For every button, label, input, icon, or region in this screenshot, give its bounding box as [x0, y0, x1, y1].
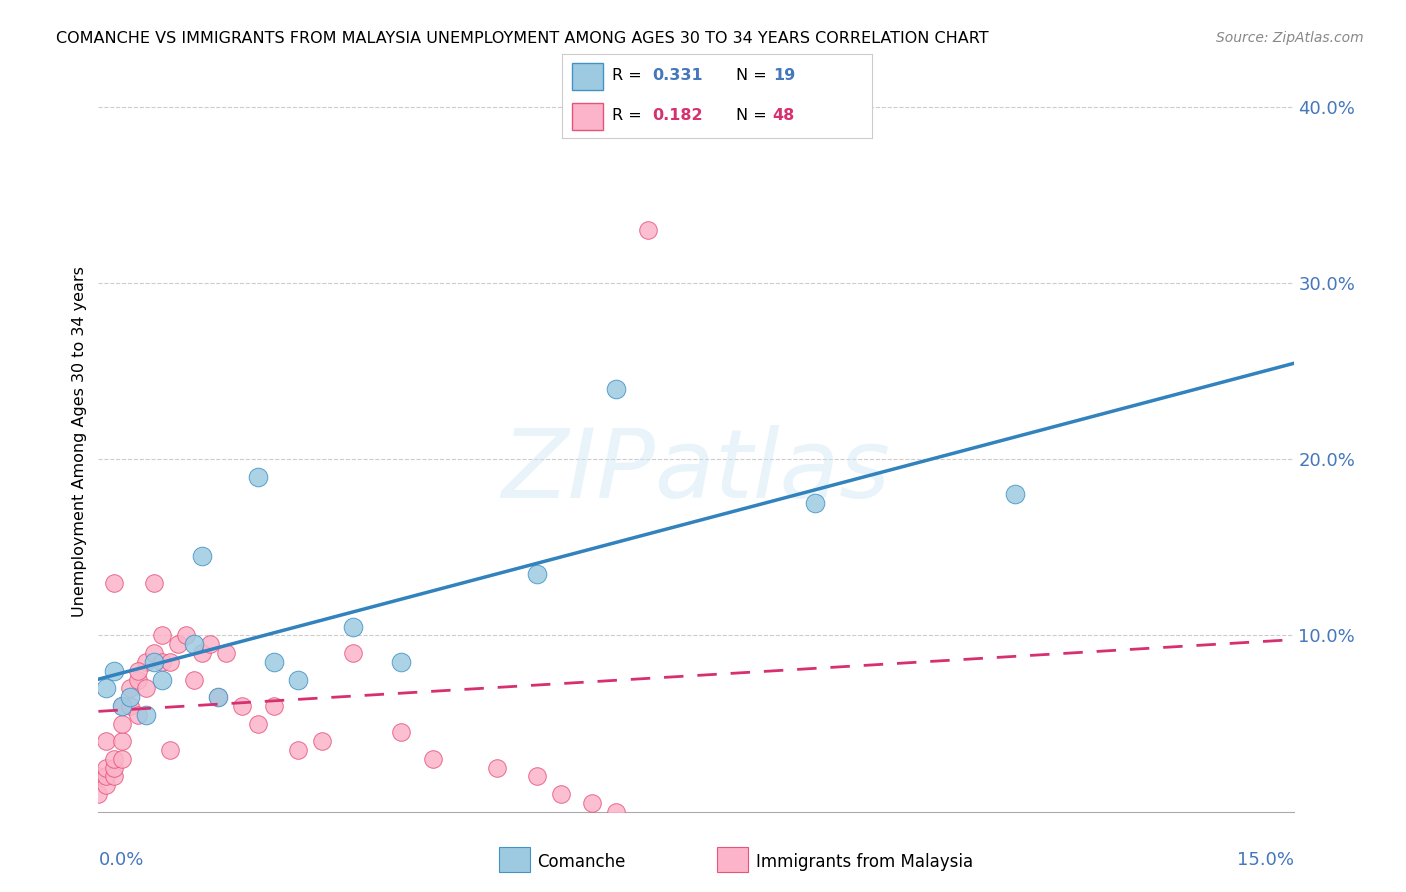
Point [231, 698, 253, 713]
Point [127, 707, 149, 722]
Point [342, 619, 364, 633]
Point [174, 628, 197, 642]
Point [127, 664, 149, 678]
Text: N =: N = [735, 108, 772, 123]
Point [111, 752, 134, 766]
Point [143, 575, 166, 590]
Point [263, 698, 285, 713]
Point [526, 566, 548, 581]
Point [103, 761, 125, 775]
Point [246, 470, 269, 484]
Text: Immigrants from Malaysia: Immigrants from Malaysia [756, 853, 973, 871]
Point [287, 673, 309, 687]
Point [96, 778, 118, 792]
Point [135, 707, 157, 722]
Point [287, 743, 309, 757]
Point [103, 575, 125, 590]
Text: Source: ZipAtlas.com: Source: ZipAtlas.com [1216, 31, 1364, 45]
Point [1004, 487, 1026, 501]
Point [311, 734, 333, 748]
Point [150, 673, 173, 687]
Point [150, 655, 173, 669]
FancyBboxPatch shape [572, 103, 603, 130]
Point [637, 223, 659, 237]
Point [422, 752, 444, 766]
Point [207, 690, 229, 705]
Text: Comanche: Comanche [537, 853, 626, 871]
Point [96, 681, 118, 696]
Point [191, 549, 214, 563]
Point [183, 637, 205, 651]
Point [127, 673, 149, 687]
Text: COMANCHE VS IMMIGRANTS FROM MALAYSIA UNEMPLOYMENT AMONG AGES 30 TO 34 YEARS CORR: COMANCHE VS IMMIGRANTS FROM MALAYSIA UNE… [56, 31, 988, 46]
Point [191, 646, 214, 660]
Point [389, 725, 412, 739]
Text: 0.331: 0.331 [652, 69, 703, 84]
Point [111, 698, 134, 713]
Point [159, 743, 181, 757]
Point [135, 655, 157, 669]
Point [207, 690, 229, 705]
Point [389, 655, 412, 669]
Point [120, 698, 142, 713]
Point [605, 382, 627, 396]
Text: R =: R = [612, 69, 647, 84]
Point [96, 734, 118, 748]
Point [111, 734, 134, 748]
Point [87, 787, 110, 801]
Point [246, 716, 269, 731]
Point [135, 681, 157, 696]
Point [143, 646, 166, 660]
Point [159, 655, 181, 669]
Text: 48: 48 [773, 108, 794, 123]
Point [485, 761, 508, 775]
Text: 19: 19 [773, 69, 794, 84]
Point [87, 769, 110, 783]
Point [605, 805, 627, 819]
Point [103, 769, 125, 783]
Text: ZIPatlas: ZIPatlas [502, 425, 890, 517]
Point [526, 769, 548, 783]
Point [96, 761, 118, 775]
Point [263, 655, 285, 669]
Y-axis label: Unemployment Among Ages 30 to 34 years: Unemployment Among Ages 30 to 34 years [72, 266, 87, 617]
Point [167, 637, 190, 651]
Point [150, 628, 173, 642]
Text: 0.182: 0.182 [652, 108, 703, 123]
Point [96, 769, 118, 783]
Point [550, 787, 572, 801]
Text: R =: R = [612, 108, 647, 123]
Text: 15.0%: 15.0% [1236, 850, 1294, 869]
Point [198, 637, 221, 651]
Point [120, 690, 142, 705]
Point [183, 673, 205, 687]
Point [111, 698, 134, 713]
Point [804, 496, 827, 510]
Point [581, 796, 603, 810]
FancyBboxPatch shape [572, 62, 603, 90]
Point [103, 664, 125, 678]
Text: 0.0%: 0.0% [98, 850, 143, 869]
Point [103, 752, 125, 766]
Text: N =: N = [735, 69, 772, 84]
Point [120, 681, 142, 696]
Point [215, 646, 238, 660]
Point [111, 716, 134, 731]
Point [143, 655, 166, 669]
Point [342, 646, 364, 660]
